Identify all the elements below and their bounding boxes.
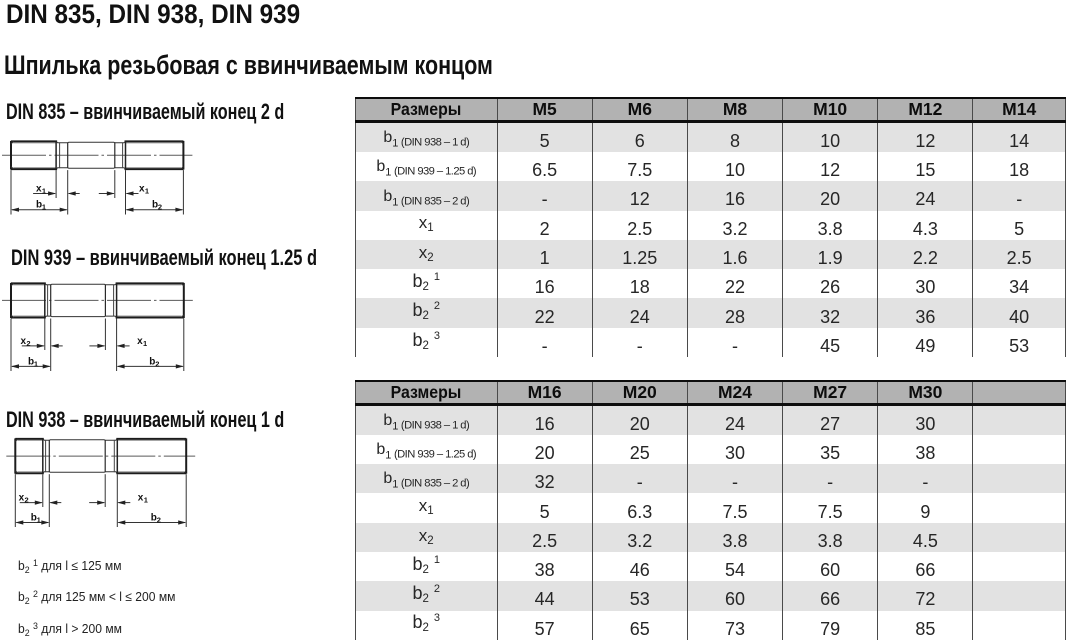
svg-text:2: 2 <box>155 359 159 368</box>
svg-text:1: 1 <box>42 187 46 196</box>
svg-text:x: x <box>137 336 143 347</box>
svg-text:b: b <box>152 200 158 211</box>
svg-text:2: 2 <box>26 339 30 348</box>
svg-text:b: b <box>151 513 157 524</box>
svg-text:2: 2 <box>25 496 29 505</box>
svg-text:b: b <box>36 200 42 211</box>
svg-text:x: x <box>36 184 42 195</box>
svg-text:x: x <box>19 493 25 504</box>
svg-text:x: x <box>138 493 144 504</box>
svg-text:b: b <box>149 356 155 367</box>
svg-text:1: 1 <box>145 187 149 196</box>
svg-text:1: 1 <box>37 516 41 525</box>
svg-text:x: x <box>139 184 145 195</box>
svg-text:1: 1 <box>144 496 148 505</box>
svg-text:2: 2 <box>158 203 162 212</box>
svg-text:x: x <box>21 336 27 347</box>
svg-text:b: b <box>28 356 34 367</box>
svg-text:2: 2 <box>157 516 161 525</box>
svg-text:b: b <box>31 513 37 524</box>
svg-text:1: 1 <box>34 359 38 368</box>
svg-text:1: 1 <box>42 203 46 212</box>
svg-text:1: 1 <box>143 339 147 348</box>
